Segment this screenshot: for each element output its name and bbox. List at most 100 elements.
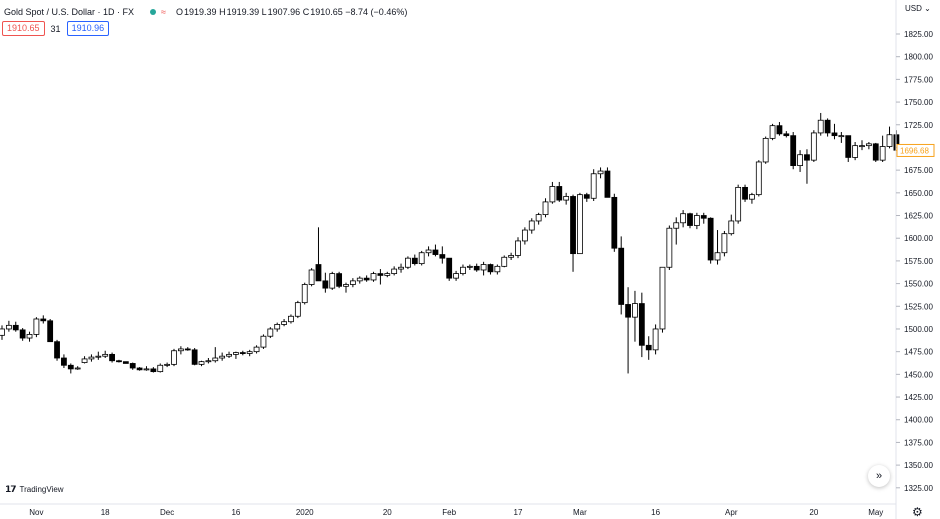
y-tick-label: 1825.00 [904, 30, 933, 39]
candle-up [755, 161, 762, 196]
candle-up [563, 196, 570, 201]
tradingview-logo-icon: 𝟭𝟳 [5, 484, 16, 494]
x-tick-label: Apr [725, 508, 738, 517]
candle-down [122, 361, 129, 364]
candle-up [542, 201, 549, 216]
candle-up [212, 357, 219, 362]
candle-down [54, 341, 60, 359]
spread-value: 31 [50, 23, 61, 34]
candle-down [583, 194, 590, 199]
candle-up [143, 368, 150, 371]
candle-down [322, 280, 329, 289]
high-label: H [219, 7, 226, 17]
high-value: 1919.39 [226, 7, 260, 17]
candle-up [0, 328, 5, 336]
candle-up [157, 364, 164, 373]
candle-down [12, 324, 19, 331]
x-tick-label: Mar [573, 508, 587, 517]
candle-down [19, 329, 26, 339]
chart-settings-button[interactable]: ⚙ [912, 505, 923, 519]
symbol-title[interactable]: Gold Spot / U.S. Dollar · 1D · FX [4, 7, 135, 17]
candle-up [652, 328, 659, 351]
candle-down [239, 352, 246, 354]
y-tick-label: 1625.00 [904, 212, 933, 221]
candle-up [797, 154, 803, 167]
candle-down [446, 257, 453, 279]
scroll-to-realtime-button[interactable]: » [868, 465, 890, 487]
tradingview-watermark[interactable]: 𝟭𝟳 TradingView [5, 484, 64, 495]
candle-down [411, 257, 418, 265]
candle-up [253, 346, 260, 353]
trade-panel: 1910.65 31 1910.96 [2, 21, 110, 36]
y-tick-label: 1600.00 [904, 234, 933, 243]
candle-up [749, 194, 755, 200]
candle-up [521, 229, 528, 242]
x-tick-label: May [868, 508, 883, 517]
y-tick-label: 1800.00 [904, 53, 933, 62]
close-label: C [302, 7, 310, 17]
candle-up [384, 273, 391, 276]
last-price-marker: 1696.68 [896, 143, 935, 157]
candle-up [659, 266, 666, 330]
time-axis[interactable]: Nov 18 Dec 16 2020 20 Feb 17 Mar 16 Apr 20 May [29, 508, 883, 517]
candle-down [377, 273, 384, 276]
candle-down [432, 249, 439, 255]
candle-up [88, 356, 95, 360]
candle-up [886, 134, 893, 147]
candle-up [398, 266, 404, 270]
candle-up [274, 324, 281, 330]
candle-up [226, 353, 232, 357]
candle-up [528, 220, 535, 231]
candle-up [102, 353, 109, 357]
candle-up [501, 256, 508, 267]
currency-label: USD [905, 4, 922, 13]
candle-up [535, 214, 542, 222]
last-price-label: 1696.68 [900, 146, 929, 155]
low-value: 1907.96 [267, 7, 301, 17]
x-tick-label: 17 [514, 508, 523, 517]
candle-down [67, 364, 74, 370]
close-value: 1910.65 [310, 7, 343, 17]
candle-up [308, 269, 315, 285]
candle-up [288, 315, 294, 323]
candle-down [336, 273, 343, 287]
candle-up [852, 145, 859, 158]
buy-price-button[interactable]: 1910.96 [66, 21, 110, 36]
candle-up [817, 119, 824, 134]
y-tick-label: 1325.00 [904, 484, 933, 493]
candle-up [810, 132, 817, 161]
candle-down [191, 349, 198, 365]
candle-up [721, 233, 728, 254]
gear-icon: ⚙ [912, 505, 923, 519]
candle-up [508, 255, 515, 258]
price-axis[interactable]: 1825.001800.001775.001750.001725.001700.… [896, 30, 933, 493]
candle-up [233, 352, 239, 355]
candle-up [343, 284, 349, 287]
y-tick-label: 1725.00 [904, 121, 933, 130]
sell-price-button[interactable]: 1910.65 [2, 21, 45, 36]
candle-up [177, 348, 184, 352]
candle-down [625, 304, 631, 318]
y-tick-label: 1425.00 [904, 393, 933, 402]
candle-up [349, 280, 356, 285]
candle-down [184, 348, 191, 351]
currency-selector[interactable]: USD ⌄ [905, 4, 931, 13]
candle-up [246, 351, 253, 354]
y-tick-label: 1750.00 [904, 98, 933, 107]
candle-down [40, 318, 47, 322]
candle-up [597, 170, 604, 175]
candle-down [109, 353, 115, 362]
last-price-badge [896, 143, 935, 157]
candle-up [762, 137, 769, 163]
candles-layer [0, 112, 900, 374]
candle-up [418, 252, 425, 265]
candle-up [405, 257, 411, 268]
y-tick-label: 1400.00 [904, 416, 933, 425]
candle-down [150, 368, 157, 373]
watermark-text: TradingView [19, 485, 64, 494]
x-tick-label: 18 [101, 508, 110, 517]
candle-up [460, 266, 466, 275]
candle-up [859, 145, 865, 148]
y-tick-label: 1675.00 [904, 166, 933, 175]
